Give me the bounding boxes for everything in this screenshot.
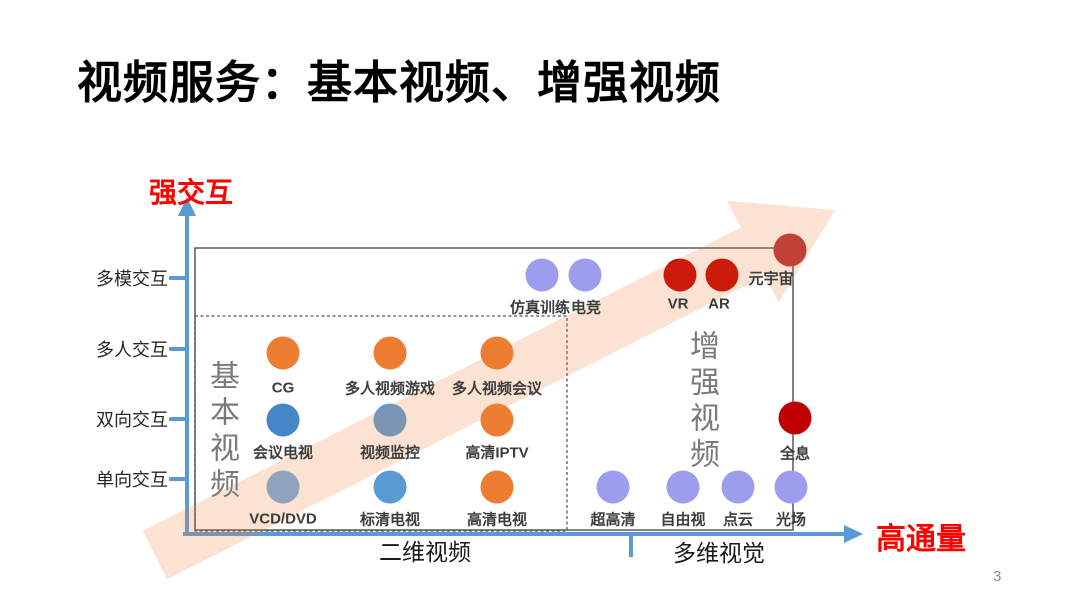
dot-label-point-cloud: 点云 bbox=[722, 511, 754, 529]
enhanced-video-region-label: 增强视频 bbox=[685, 330, 718, 474]
group-label-2d-video: 二维视频 bbox=[379, 539, 471, 565]
slide-title: 视频服务：基本视频、增强视频 bbox=[77, 57, 722, 108]
dot-multi-user-video-game bbox=[373, 336, 407, 370]
dot-label-vr: VR bbox=[667, 295, 689, 313]
dot-label-metaverse: 元宇宙 bbox=[748, 270, 794, 288]
dot-sd-tv bbox=[373, 470, 407, 504]
dot-label-esports: 电竞 bbox=[570, 299, 602, 317]
dot-light-field bbox=[774, 470, 808, 504]
dot-metaverse bbox=[773, 233, 807, 267]
dot-free-viewpoint bbox=[666, 470, 700, 504]
dot-uhd bbox=[596, 470, 630, 504]
dot-holography bbox=[778, 401, 812, 435]
dot-label-holography: 全息 bbox=[779, 445, 811, 463]
x-axis-label: 高通量 bbox=[876, 523, 966, 556]
y-axis-label: 强交互 bbox=[148, 177, 234, 208]
y-tick-mark bbox=[169, 417, 186, 421]
dot-label-uhd: 超高清 bbox=[590, 511, 636, 529]
basic-video-dashed-box bbox=[194, 315, 568, 532]
dot-multi-user-video-conference bbox=[480, 336, 514, 370]
y-tick-label: 多人交互 bbox=[96, 340, 168, 360]
dot-label-conference-tv: 会议电视 bbox=[252, 444, 314, 462]
dot-ar bbox=[705, 258, 739, 292]
y-tick-label: 多模交互 bbox=[96, 269, 168, 289]
dot-label-ar: AR bbox=[708, 295, 730, 313]
dot-label-multi-user-video-game: 多人视频游戏 bbox=[344, 380, 436, 398]
dot-point-cloud bbox=[721, 470, 755, 504]
y-tick-label: 双向交互 bbox=[96, 410, 168, 430]
y-tick-mark bbox=[169, 347, 186, 351]
y-tick-mark bbox=[169, 276, 186, 280]
dot-hd-iptv bbox=[480, 403, 514, 437]
dot-label-free-viewpoint: 自由视 bbox=[660, 511, 706, 529]
dot-cg bbox=[266, 336, 300, 370]
dot-label-vcd-dvd: VCD/DVD bbox=[249, 510, 317, 528]
y-tick-label: 单向交互 bbox=[96, 470, 168, 490]
y-tick-mark bbox=[169, 477, 186, 481]
page-number: 3 bbox=[993, 568, 1002, 585]
dot-label-multi-user-video-conference: 多人视频会议 bbox=[451, 380, 543, 398]
dot-vr bbox=[663, 258, 697, 292]
group-label-multi-dim-vision: 多维视觉 bbox=[673, 540, 765, 566]
dot-label-hd-tv: 高清电视 bbox=[466, 511, 528, 529]
dot-label-simulation-training: 仿真训练 bbox=[509, 299, 571, 317]
dot-vcd-dvd bbox=[266, 470, 300, 504]
dot-conference-tv bbox=[266, 403, 300, 437]
dot-label-video-surveillance: 视频监控 bbox=[359, 444, 421, 462]
dot-label-hd-iptv: 高清IPTV bbox=[465, 444, 529, 462]
dot-label-sd-tv: 标清电视 bbox=[359, 511, 421, 529]
diagonal-trend-arrow-icon bbox=[142, 200, 836, 580]
dot-video-surveillance bbox=[373, 403, 407, 437]
dot-hd-tv bbox=[480, 470, 514, 504]
x-axis-arrowhead-icon bbox=[844, 525, 863, 543]
dot-label-cg: CG bbox=[271, 379, 295, 397]
dot-label-light-field: 光场 bbox=[775, 511, 807, 529]
dot-simulation-training bbox=[525, 258, 559, 292]
dot-esports bbox=[568, 258, 602, 292]
basic-video-region-label: 基本视频 bbox=[205, 360, 238, 504]
